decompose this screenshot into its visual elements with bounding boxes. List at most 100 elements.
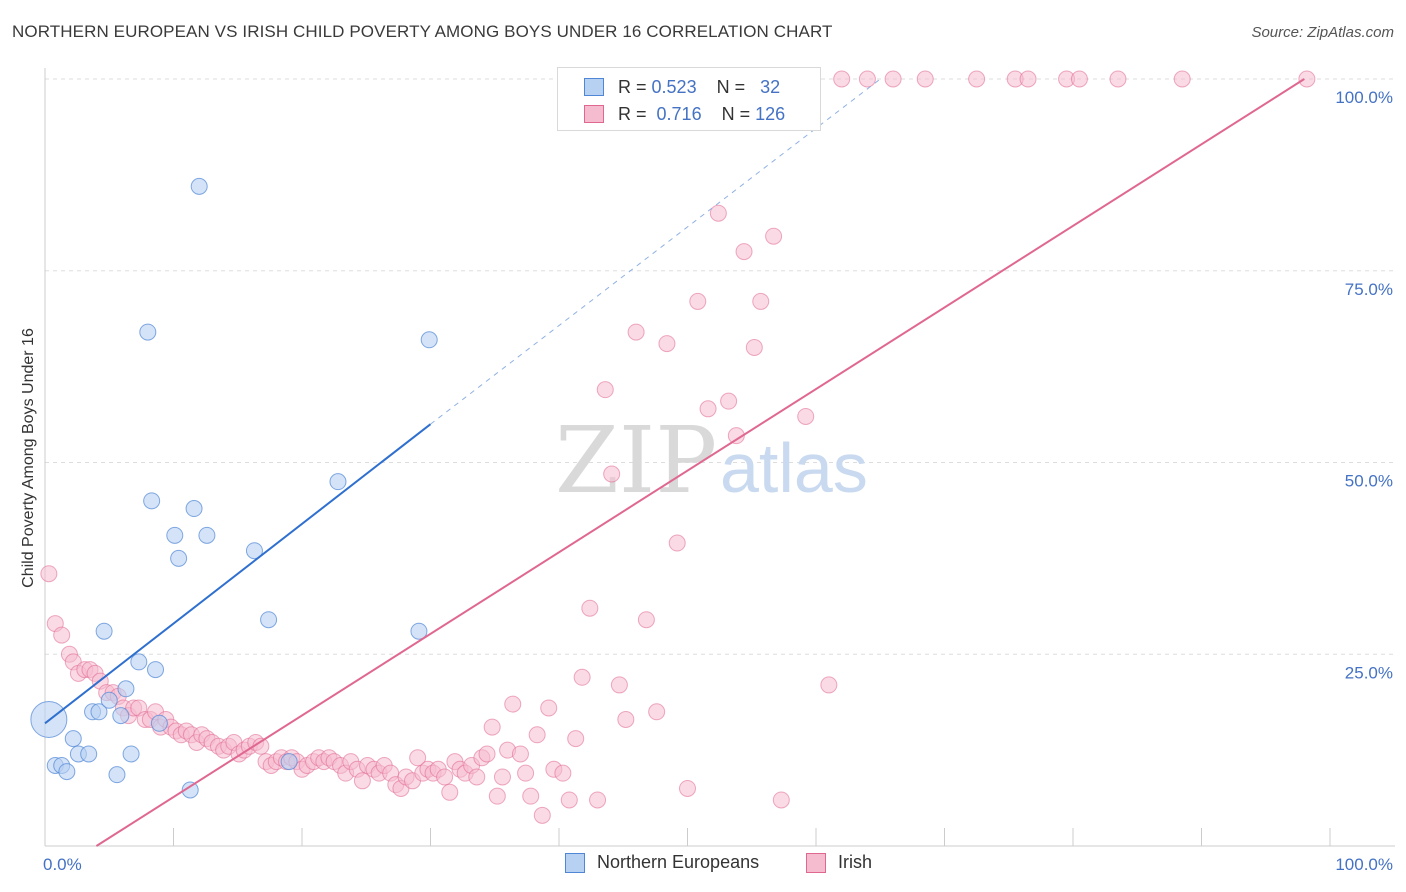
irish-point [40, 565, 58, 583]
legend-r-value: 0.716 [656, 103, 702, 124]
y-tick-labels: 25.0% 50.0% 75.0% 100.0% [1335, 88, 1393, 682]
irish-point [409, 749, 427, 767]
northern-european-point [95, 622, 113, 640]
irish-point [573, 668, 591, 686]
legend-n-value: 126 [755, 103, 786, 124]
irish-point [567, 730, 585, 748]
irish-point [436, 768, 454, 786]
irish-point [589, 791, 607, 809]
northern-european-point [108, 766, 126, 784]
irish-point [884, 70, 902, 88]
northern-european-point [58, 763, 76, 781]
northern-european-point [122, 745, 140, 763]
irish-point [679, 779, 696, 797]
northern-european-point [260, 611, 278, 629]
correlation-legend: R = 0.523 N = 32 R = 0.716 N = 126 [557, 67, 821, 131]
legend-label-irish: Irish [838, 852, 873, 872]
irish-point [581, 599, 599, 617]
irish-point [517, 764, 535, 782]
irish-point [1298, 70, 1316, 88]
northern-european-point [112, 707, 130, 725]
irish-point [637, 611, 655, 629]
northern-european-point [185, 500, 203, 518]
irish-point [1109, 70, 1127, 88]
irish-point [560, 791, 578, 809]
northern-european-point [181, 781, 199, 799]
irish-point [797, 407, 815, 425]
legend-r-label: R = [618, 103, 647, 124]
northern-european-point [100, 691, 118, 709]
irish-point [772, 791, 790, 809]
irish-point [699, 400, 717, 418]
irish-point [528, 726, 546, 744]
irish-point [648, 703, 666, 721]
legend-r-value: 0.523 [651, 76, 697, 97]
legend-row-irish: R = 0.716 N = 126 [584, 103, 785, 125]
irish-point [468, 768, 486, 786]
northern-european-point [147, 661, 165, 679]
irish-point [735, 243, 753, 261]
irish-point [540, 699, 558, 717]
watermark: ZIP atlas [555, 407, 868, 514]
irish-point [668, 534, 686, 552]
legend-label-northern-europeans: Northern Europeans [597, 852, 760, 872]
irish-point [53, 626, 71, 644]
northern-european-point [117, 680, 135, 698]
northern-european-point [130, 653, 148, 671]
series-legend: Northern Europeans Irish [0, 852, 1406, 876]
irish-point [1173, 70, 1191, 88]
irish-point [833, 70, 851, 88]
legend-n-label: N = [721, 103, 751, 124]
irish-point [596, 381, 614, 399]
irish-point [522, 787, 540, 805]
northern-european-point [329, 473, 347, 491]
y-tick-label: 25.0% [1345, 663, 1393, 682]
y-tick-label: 100.0% [1335, 88, 1393, 107]
northern-european-point [166, 526, 184, 544]
irish-point [554, 764, 572, 782]
x-tick-labels: 0.0% 100.0% [43, 855, 1393, 874]
irish-point [478, 745, 496, 763]
irish-point [627, 323, 645, 341]
northern-european-point [410, 622, 428, 640]
irish-point [511, 745, 529, 763]
legend-n-label: N = [716, 76, 746, 97]
x-tick-label: 0.0% [43, 855, 82, 874]
legend-swatch-blue [565, 852, 585, 873]
legend-swatch-pink [806, 852, 826, 873]
watermark-atlas: atlas [720, 429, 868, 507]
legend-swatch-blue [584, 78, 604, 96]
northern-european-point [80, 745, 98, 763]
watermark-zip: ZIP [555, 407, 717, 514]
irish-point [720, 392, 738, 410]
irish-point [658, 335, 676, 353]
legend-item-northern-europeans: Northern Europeans [565, 852, 759, 873]
irish-point [603, 465, 621, 483]
irish-point [765, 227, 783, 245]
irish-point [820, 676, 838, 694]
northern-european-point [150, 714, 168, 732]
y-tick-label: 50.0% [1345, 472, 1393, 491]
irish-point [689, 292, 707, 310]
northern-european-point [420, 331, 438, 349]
y-axis-label: Child Poverty Among Boys Under 16 [20, 328, 37, 588]
trend-lines [44, 78, 1305, 847]
irish-point [493, 768, 511, 786]
northern-european-point [139, 323, 157, 341]
irish-point [483, 718, 501, 736]
irish-point [858, 70, 876, 88]
gridlines [45, 78, 1395, 655]
northern-european-trend-extension [430, 78, 881, 425]
irish-point [441, 783, 459, 801]
irish-point [610, 676, 628, 694]
irish-point [916, 70, 934, 88]
irish-point [353, 772, 371, 790]
irish-point [488, 787, 506, 805]
legend-swatch-pink [584, 105, 604, 123]
northern-european-points [30, 177, 438, 799]
irish-point [533, 806, 551, 824]
northern-european-point [280, 753, 298, 771]
northern-european-point [190, 177, 208, 195]
irish-point [504, 695, 522, 713]
legend-n-value: 32 [760, 76, 781, 97]
